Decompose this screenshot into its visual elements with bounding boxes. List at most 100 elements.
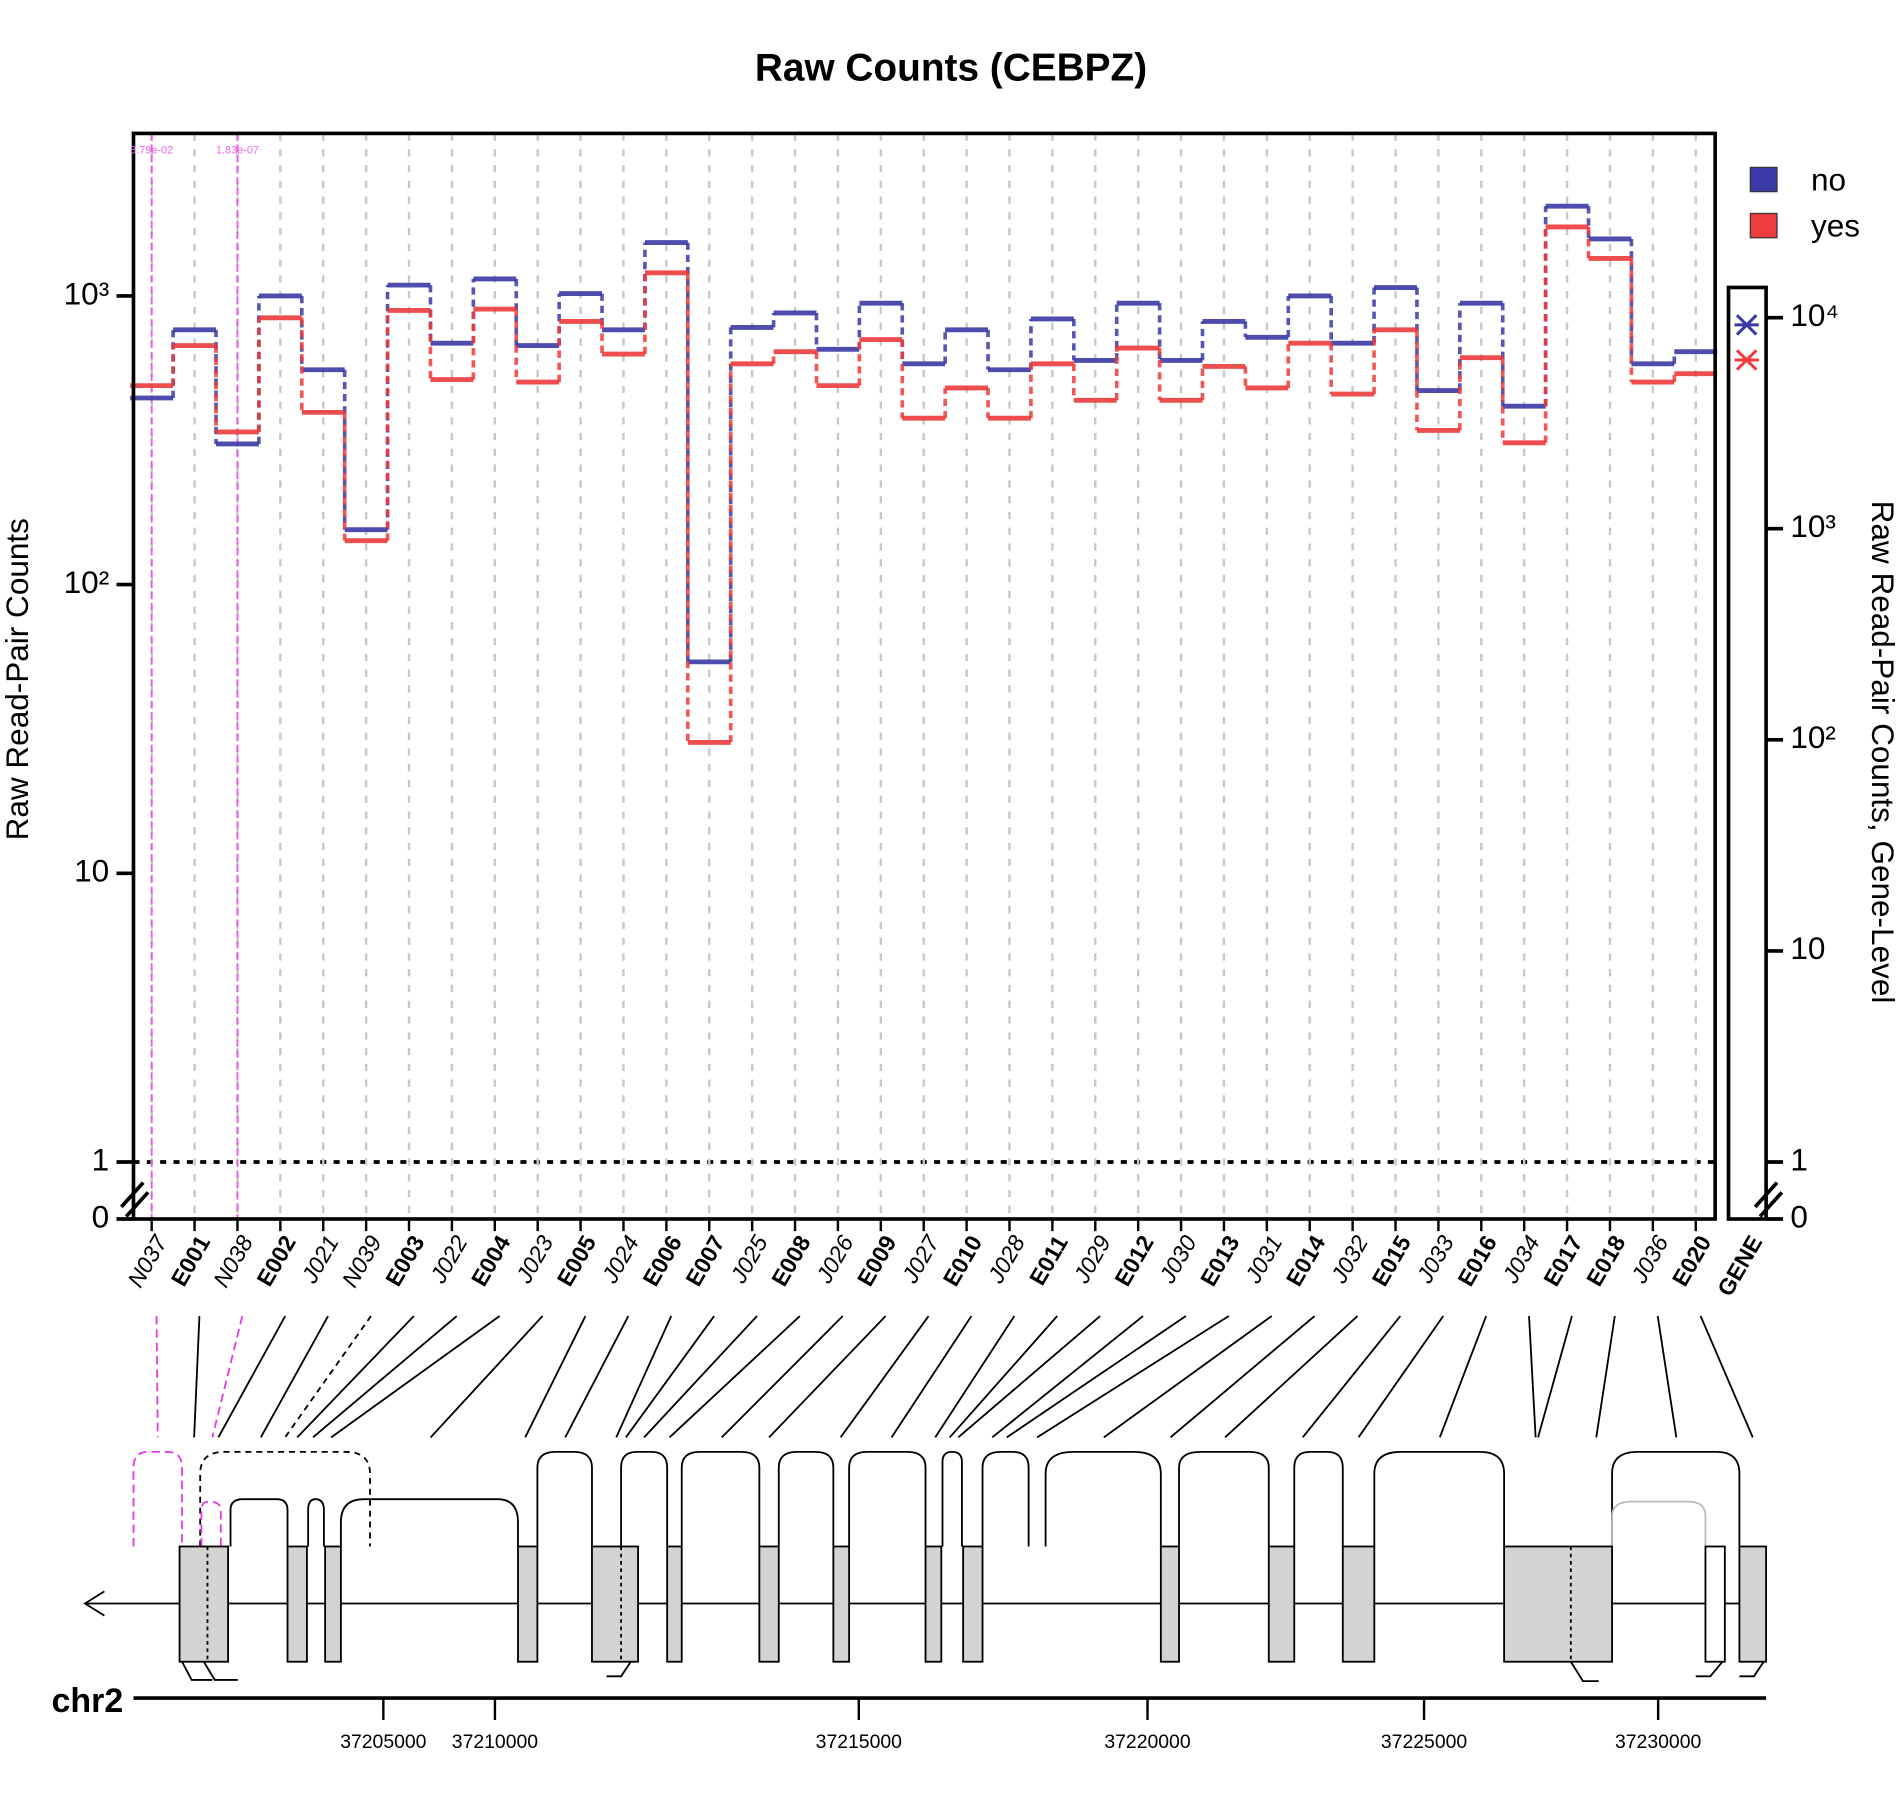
x-tick-label: J034 [1497,1231,1545,1288]
feature-connector [1103,1315,1273,1439]
x-tick-label: E007 [680,1231,729,1291]
axis-break [119,1181,1784,1218]
feature-connector [312,1315,458,1439]
x-tick-label: E014 [1281,1231,1331,1291]
gene-marker [1734,349,1759,371]
y2-tick-label: 10² [1790,719,1836,755]
chart-title: Raw Counts (CEBPZ) [755,47,1147,90]
y-tick-label: 10³ [64,275,110,311]
annotation: 1.83e-07 [216,144,259,156]
feature-connector [1169,1315,1316,1439]
feature-connector [1224,1315,1359,1439]
chrom-label: chr2 [52,1682,124,1720]
feature-connector [217,1315,286,1438]
feature-connector [839,1315,930,1438]
x-tick-label: J036 [1625,1231,1673,1288]
x-tick-label: J030 [1154,1231,1202,1288]
feature-connector [155,1316,159,1438]
feature-connector [1656,1315,1678,1438]
feature-connector [949,1315,1058,1438]
genome-tick-label: 37220000 [1104,1731,1190,1753]
feature-connector [260,1315,329,1438]
x-tick-label: E010 [938,1231,987,1291]
y2-tick-label: 1 [1790,1141,1808,1177]
x-tick-label: J033 [1411,1231,1459,1288]
y2-axis-label: Raw Read-Pair Counts, Gene-Level [1865,501,1901,1004]
x-tick-label: E004 [466,1231,516,1291]
feature-connector [211,1315,244,1438]
x-tick-label: E018 [1581,1231,1631,1291]
gene-frame [1726,285,1768,1221]
annotation: 3.79e-02 [130,144,173,156]
x-tick-label: J024 [596,1231,644,1288]
feature-connector [721,1315,844,1438]
y-tick-label: 1 [92,1141,110,1177]
feature-connector [1036,1315,1230,1439]
x-tick-label: E016 [1452,1231,1501,1291]
feature-connector [957,1315,1101,1439]
feature-connector [668,1315,801,1438]
x-tick-label: J028 [982,1231,1030,1288]
y-tick-label: 0 [92,1198,110,1234]
x-tick-label: E003 [380,1231,429,1291]
legend-swatch [1749,166,1778,193]
genome-tick-label: 37230000 [1615,1731,1701,1753]
x-tick-label: E017 [1538,1231,1587,1291]
x-tick-label: J025 [725,1231,773,1288]
x-tick-label: E015 [1367,1231,1417,1291]
x-tick-label: J031 [1239,1231,1287,1288]
x-tick-label: E012 [1109,1231,1158,1291]
y2-tick-label: 10³ [1790,508,1836,544]
feature-connector [1528,1315,1537,1438]
feature-connector [1595,1315,1616,1438]
feature-connector [330,1315,501,1439]
x-tick-label: N039 [337,1231,387,1292]
genome-tick-label: 37205000 [340,1731,426,1753]
feature-connector [1302,1315,1402,1438]
x-tick-label: E008 [766,1231,816,1291]
x-tick-label: J032 [1325,1231,1373,1288]
x-tick-label: E020 [1667,1231,1716,1291]
feature-connector [643,1315,758,1438]
x-tick-label: E005 [552,1231,602,1291]
x-tick-label: E011 [1024,1231,1073,1290]
x-tick-label: E009 [852,1231,901,1291]
x-tick-label: E013 [1195,1231,1244,1291]
legend-label: yes [1811,207,1860,243]
gene-marker [1734,314,1759,336]
x-tick-label: E001 [166,1231,216,1291]
feature-connector [429,1315,544,1438]
legend-label: no [1811,161,1846,197]
y-tick-label: 10 [74,853,109,889]
x-tick-label: J026 [810,1231,858,1288]
x-tick-label: J022 [424,1231,472,1288]
grid [133,133,1716,1220]
y2-tick-label: 0 [1790,1198,1808,1234]
legend-swatch [1749,212,1778,239]
feature-connector [1357,1315,1444,1438]
x-tick-label: J023 [510,1231,558,1288]
feature-connectors [155,1315,1754,1439]
x-tick-label: N037 [122,1230,173,1292]
genome-tick-label: 37215000 [816,1731,902,1753]
y-tick-label: 10² [64,564,110,600]
feature-connector [1537,1315,1573,1438]
feature-connector [768,1315,887,1438]
x-tick-label: N038 [208,1231,258,1292]
gene-model-details [181,1546,1765,1683]
feature-connector [564,1315,630,1438]
feature-connector [934,1315,1016,1438]
feature-connector [284,1315,372,1438]
exon-boxes [178,1545,1768,1663]
feature-connector [1438,1315,1487,1438]
feature-connector [625,1315,715,1438]
y2-tick-label: 10 [1790,930,1825,966]
x-tick-label: GENE [1712,1231,1767,1301]
legend: no yes [1749,161,1860,243]
feature-connector [1006,1315,1187,1439]
genome-tick-label: 37225000 [1381,1731,1467,1753]
feature-connector [1699,1315,1754,1438]
feature-connector [615,1315,673,1438]
